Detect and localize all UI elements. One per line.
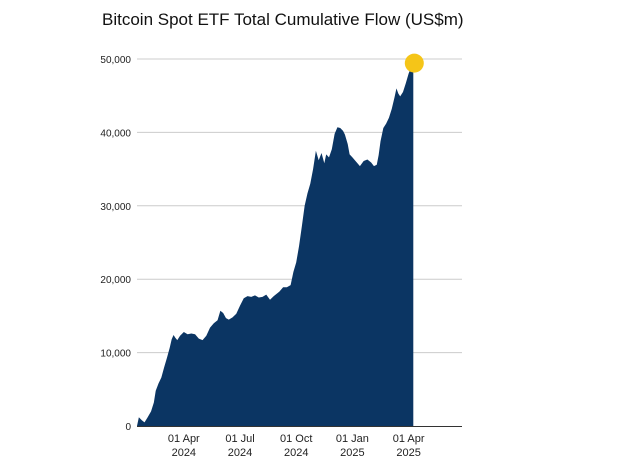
end-marker-layer [404,53,424,73]
chart-title: Bitcoin Spot ETF Total Cumulative Flow (… [102,10,464,29]
latest-value-marker [404,53,424,73]
series-area [137,64,414,426]
y-tick-label: 20,000 [100,275,131,286]
y-tick-label: 50,000 [100,55,131,66]
x-tick-year-label: 2024 [284,447,308,459]
x-tick-label: 01 Apr [168,433,200,445]
cumulative-flow-area [137,64,414,426]
y-tick-label: 30,000 [100,202,131,213]
x-tick-label: 01 Jan [336,433,369,445]
x-tick-year-label: 2024 [172,447,196,459]
x-tick-year-label: 2025 [396,447,420,459]
tick-labels: 0 10,000 20,000 30,000 40,000 50,000 01 Apr 202… [100,55,424,459]
x-tick-label: 01 Apr [393,433,425,445]
y-tick-label: 40,000 [100,128,131,139]
y-tick-label: 10,000 [100,349,131,360]
y-tick-label: 0 [125,422,131,433]
x-tick-label: 01 Jul [225,433,254,445]
x-tick-label: 01 Oct [280,433,312,445]
x-tick-year-label: 2024 [228,447,252,459]
x-tick-year-label: 2025 [340,447,364,459]
